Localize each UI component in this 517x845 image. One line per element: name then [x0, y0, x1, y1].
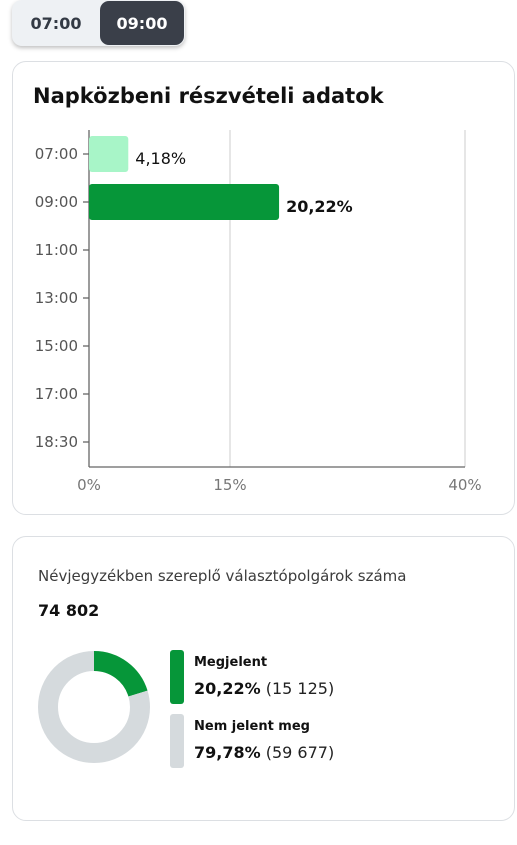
legend-percent-absent: 79,78% [194, 743, 261, 762]
voters-card: Névjegyzékben szereplő választópolgárok … [12, 536, 515, 821]
y-tick-label: 17:00 [35, 385, 78, 403]
legend-count-absent: (59 677) [265, 743, 335, 762]
legend-name-present: Megjelent [194, 655, 268, 670]
bar-0900[interactable] [89, 184, 280, 220]
y-tick-label: 09:00 [35, 193, 78, 211]
participation-chart: 0% 15% 40% 07:00 4,18% 09:00 20,22% 11:00 13:00 1… [35, 130, 482, 494]
time-option-0900[interactable]: 09:00 [100, 1, 184, 45]
y-tick-label: 15:00 [35, 337, 78, 355]
donut-slice-1 [38, 651, 150, 763]
legend-item-present: Megjelent 20,22% (15 125) [170, 650, 490, 704]
legend-value-absent: 79,78% (59 677) [194, 743, 334, 762]
legend-percent-present: 20,22% [194, 679, 261, 698]
y-tick-label: 13:00 [35, 289, 78, 307]
legend-value-present: 20,22% (15 125) [194, 679, 334, 698]
turnout-donut-chart [38, 651, 150, 763]
y-tick-label: 07:00 [35, 145, 78, 163]
bar-value-label: 4,18% [135, 149, 186, 168]
time-toggle: 07:00 09:00 [12, 0, 185, 46]
x-tick-label: 0% [77, 476, 101, 494]
voters-label: Névjegyzékben szereplő választópolgárok … [38, 567, 407, 585]
bar-value-label: 20,22% [286, 197, 353, 216]
legend-item-absent: Nem jelent meg 79,78% (59 677) [170, 714, 490, 768]
legend-count-present: (15 125) [265, 679, 335, 698]
y-tick-label: 11:00 [35, 241, 78, 259]
legend-swatch-absent [170, 714, 184, 768]
participation-card: Napközbeni részvételi adatok 0% 15% 40% 07:… [12, 61, 515, 515]
y-tick-label: 18:30 [35, 433, 78, 451]
x-tick-label: 40% [448, 476, 481, 494]
bar-0700[interactable] [89, 136, 129, 172]
legend-name-absent: Nem jelent meg [194, 719, 310, 734]
legend-swatch-present [170, 650, 184, 704]
x-tick-label: 15% [213, 476, 246, 494]
time-option-0700[interactable]: 07:00 [16, 1, 96, 45]
voters-total: 74 802 [38, 601, 100, 620]
chart-title: Napközbeni részvételi adatok [33, 84, 384, 108]
